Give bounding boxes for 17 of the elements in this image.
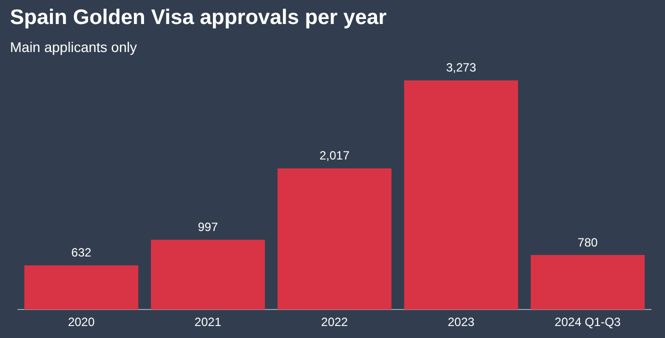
bar <box>278 168 392 310</box>
data-label: 780 <box>578 235 598 250</box>
chart-subtitle: Main applicants only <box>10 39 137 55</box>
x-tick-label: 2022 <box>321 315 348 330</box>
chart-title: Spain Golden Visa approvals per year <box>10 6 387 30</box>
bar <box>150 240 265 310</box>
bar <box>24 265 138 310</box>
x-tick-label: 2020 <box>68 315 95 330</box>
x-tick-label: 2023 <box>448 315 475 330</box>
x-tick-label: 2021 <box>194 315 222 330</box>
data-label: 2,017 <box>319 148 350 163</box>
bar <box>404 80 518 310</box>
x-tick-label: 2024 Q1-Q3 <box>554 315 622 330</box>
data-label: 997 <box>198 220 218 234</box>
data-label: 632 <box>71 246 92 260</box>
data-label: 3,273 <box>446 60 476 75</box>
bar <box>530 254 645 310</box>
